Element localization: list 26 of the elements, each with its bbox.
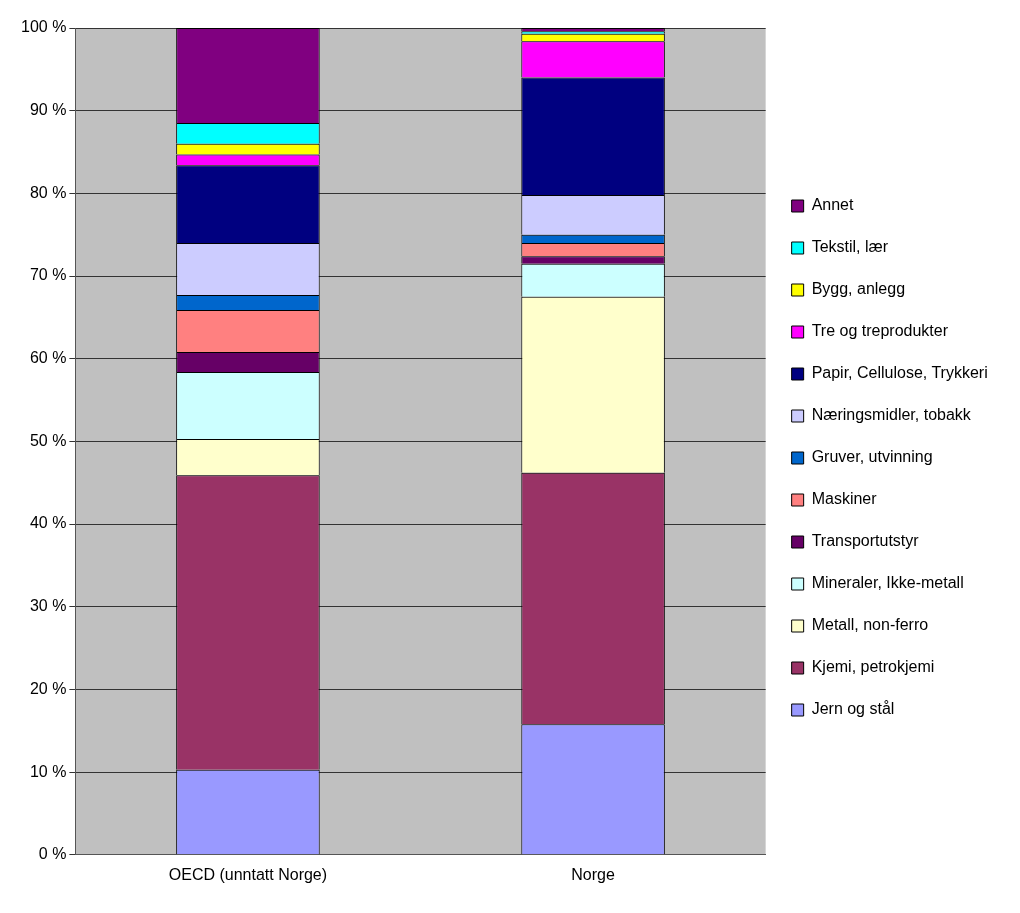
y-tick-label: 60 % xyxy=(29,349,67,367)
y-tick-label: 0 % xyxy=(38,845,67,863)
legend-label: Papir, Cellulose, Trykkeri xyxy=(811,364,988,382)
legend-label: Maskiner xyxy=(811,490,878,508)
y-tick-label: 80 % xyxy=(29,183,67,201)
legend-label: Næringsmidler, tobakk xyxy=(811,406,972,424)
legend-label: Mineraler, Ikke-metall xyxy=(811,574,964,592)
legend-label: Tre og treprodukter xyxy=(811,322,949,340)
y-tick-label: 90 % xyxy=(29,101,67,119)
y-tick-label: 50 % xyxy=(29,431,67,449)
y-tick-label: 100 % xyxy=(20,18,67,36)
legend-label: Jern og stål xyxy=(811,700,895,718)
y-tick-label: 30 % xyxy=(29,597,67,615)
legend-label: Annet xyxy=(811,196,855,214)
y-tick-label: 40 % xyxy=(29,514,67,532)
x-tick-label: Norge xyxy=(571,865,615,883)
x-tick-label: OECD (unntatt Norge) xyxy=(168,865,328,883)
legend-label: Tekstil, lær xyxy=(811,238,889,256)
legend-label: Gruver, utvinning xyxy=(811,448,933,466)
y-tick-label: 10 % xyxy=(29,762,67,780)
y-tick-label: 20 % xyxy=(29,679,67,697)
legend-label: Metall, non-ferro xyxy=(811,616,929,634)
legend-label: Kjemi, petrokjemi xyxy=(811,658,935,676)
legend-label: Transportutstyr xyxy=(811,532,920,550)
y-tick-label: 70 % xyxy=(29,266,67,284)
legend-label: Bygg, anlegg xyxy=(811,280,906,298)
